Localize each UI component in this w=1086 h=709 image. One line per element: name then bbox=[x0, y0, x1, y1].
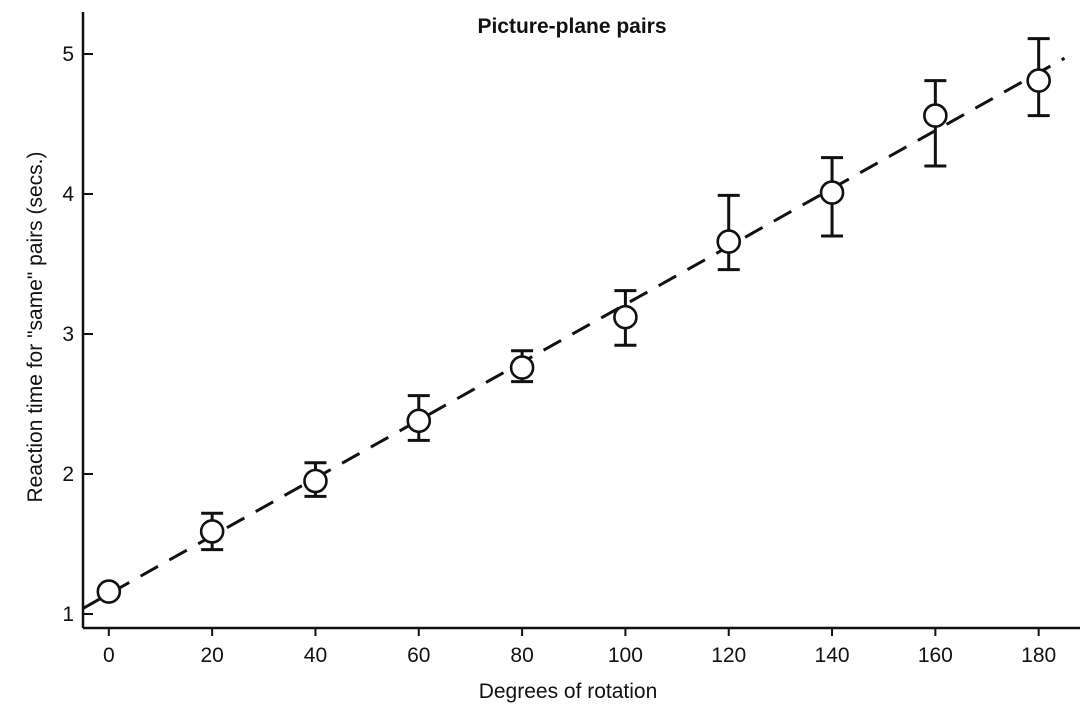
data-point bbox=[819, 180, 845, 205]
data-point bbox=[716, 229, 742, 254]
data-point bbox=[613, 304, 638, 330]
x-axis-title: Degrees of rotation bbox=[479, 680, 658, 703]
y-tick-label: 1 bbox=[62, 603, 74, 626]
x-tick-label: 100 bbox=[608, 644, 643, 667]
fit-line bbox=[82, 56, 1066, 610]
y-tick-label: 4 bbox=[62, 183, 74, 206]
x-tick-label: 80 bbox=[510, 644, 533, 667]
y-tick-label: 2 bbox=[62, 463, 74, 486]
x-tick-label: 140 bbox=[815, 644, 850, 667]
data-point bbox=[96, 579, 122, 604]
y-tick-label: 5 bbox=[62, 43, 74, 66]
x-tick-label: 160 bbox=[918, 644, 953, 667]
data-point bbox=[509, 355, 535, 380]
x-tick-label: 60 bbox=[407, 644, 430, 667]
y-axis-title: Reaction time for "same" pairs (secs.) bbox=[24, 151, 47, 502]
x-tick-label: 120 bbox=[711, 644, 746, 667]
data-point bbox=[923, 103, 948, 128]
chart-title: Picture-plane pairs bbox=[477, 15, 666, 38]
data-point bbox=[406, 408, 432, 434]
x-tick-label: 20 bbox=[200, 644, 223, 667]
y-tick-label: 3 bbox=[62, 323, 74, 346]
x-tick-label: 40 bbox=[304, 644, 327, 667]
data-points bbox=[96, 68, 1051, 604]
data-point bbox=[199, 519, 225, 544]
x-tick-label: 0 bbox=[103, 644, 115, 667]
error-bars bbox=[201, 37, 1050, 552]
data-point bbox=[1026, 68, 1051, 93]
axes: 0 20 40 60 80 100 120 140 160 180 1 2 3 4 5 bbox=[62, 12, 1080, 667]
data-point bbox=[303, 468, 328, 494]
fit-line-group bbox=[82, 56, 1066, 610]
x-tick-label: 180 bbox=[1021, 644, 1056, 667]
